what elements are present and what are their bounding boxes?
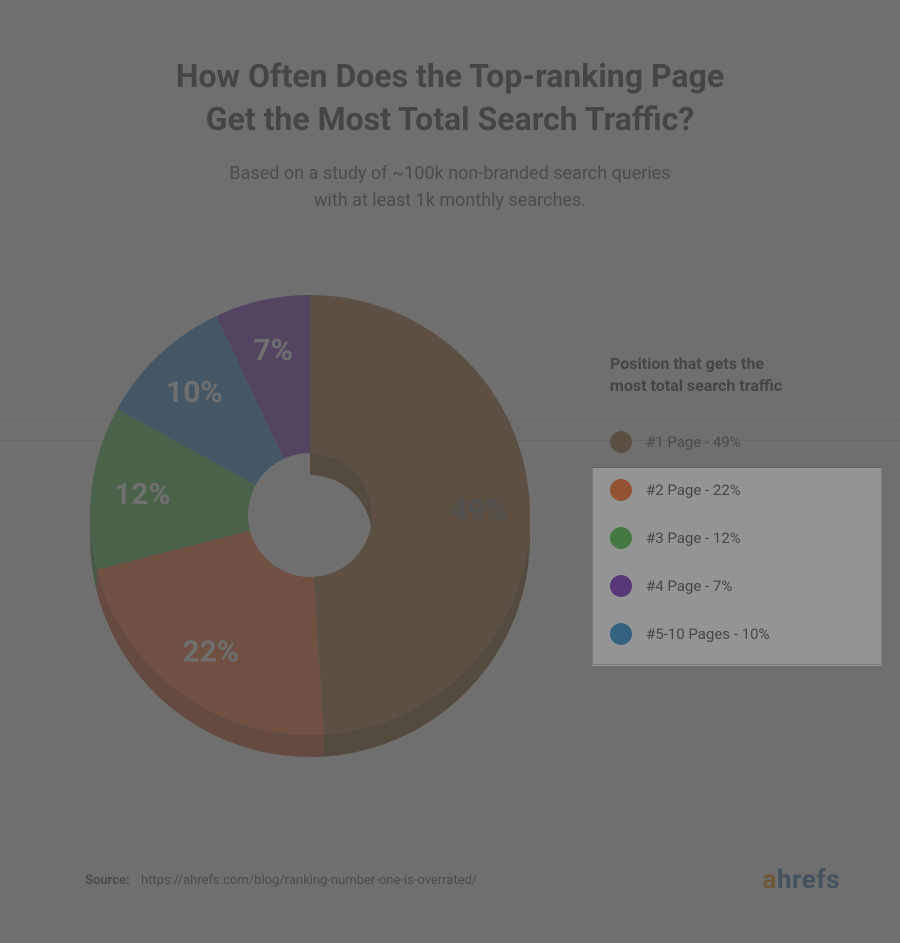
source-url: https://ahrefs.com/blog/ranking-number-o… bbox=[141, 873, 477, 888]
legend-swatch bbox=[610, 479, 632, 501]
slice-label: 49% bbox=[451, 493, 508, 528]
legend-label: #5-10 Pages - 10% bbox=[646, 625, 770, 643]
legend-label: #4 Page - 7% bbox=[646, 577, 732, 595]
chart-subtitle: Based on a study of ~100k non-branded se… bbox=[0, 160, 900, 214]
legend-swatch bbox=[610, 527, 632, 549]
title-line-1: How Often Does the Top-ranking Page bbox=[176, 57, 724, 95]
legend-swatch bbox=[610, 575, 632, 597]
legend-title: Position that gets the most total search… bbox=[610, 353, 870, 396]
legend-rows: #1 Page - 49% #2 Page - 22% #3 Page - 12% #… bbox=[610, 418, 870, 658]
legend: Position that gets the most total search… bbox=[610, 353, 870, 658]
brand-rest: hrefs bbox=[777, 865, 840, 895]
legend-swatch bbox=[610, 431, 632, 453]
slice-label: 22% bbox=[182, 635, 239, 670]
legend-item: #2 Page - 22% bbox=[610, 466, 870, 514]
subtitle-line-2: with at least 1k monthly searches. bbox=[314, 190, 586, 211]
legend-label: #3 Page - 12% bbox=[646, 529, 741, 547]
slice-label: 12% bbox=[114, 477, 171, 512]
brand-first-letter: a bbox=[763, 865, 777, 895]
legend-item: #1 Page - 49% bbox=[610, 418, 870, 466]
donut-chart: 49% 22% 12% 10% 7% bbox=[70, 275, 550, 795]
slice-label: 10% bbox=[166, 375, 223, 410]
source-label: Source: bbox=[85, 873, 130, 888]
chart-title: How Often Does the Top-ranking Page Get … bbox=[0, 55, 900, 141]
slice-label: 7% bbox=[253, 333, 292, 368]
legend-item: #3 Page - 12% bbox=[610, 514, 870, 562]
legend-label: #2 Page - 22% bbox=[646, 481, 741, 499]
legend-title-line-2: most total search traffic bbox=[610, 376, 782, 395]
legend-item: #4 Page - 7% bbox=[610, 562, 870, 610]
donut-slice bbox=[97, 530, 324, 735]
infographic-canvas: How Often Does the Top-ranking Page Get … bbox=[0, 0, 900, 943]
source-citation: Source: https://ahrefs.com/blog/ranking-… bbox=[85, 873, 477, 888]
legend-label: #1 Page - 49% bbox=[646, 433, 741, 451]
legend-item: #5-10 Pages - 10% bbox=[610, 610, 870, 658]
legend-swatch bbox=[610, 623, 632, 645]
brand-logo: ahrefs bbox=[763, 865, 840, 895]
title-line-2: Get the Most Total Search Traffic? bbox=[206, 100, 695, 138]
subtitle-line-1: Based on a study of ~100k non-branded se… bbox=[229, 163, 670, 184]
legend-title-line-1: Position that gets the bbox=[610, 354, 764, 373]
